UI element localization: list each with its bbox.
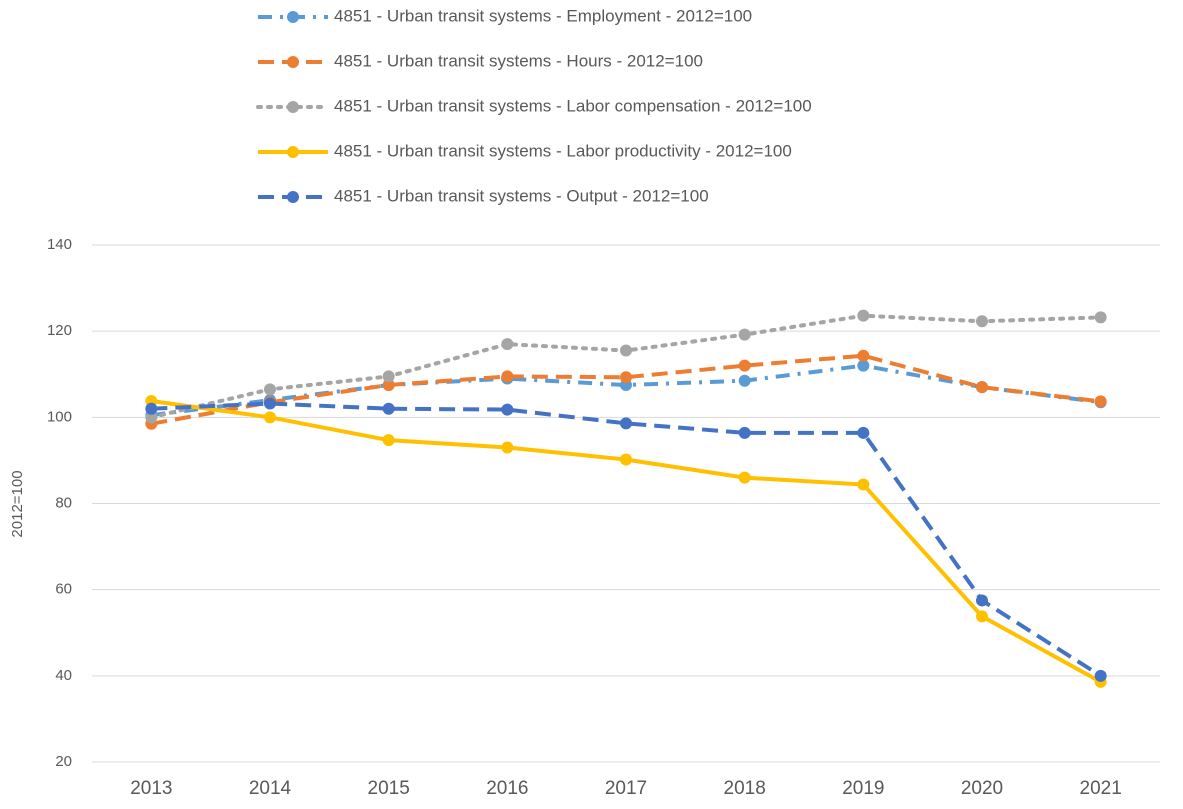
y-tick-label: 120	[47, 322, 72, 339]
x-tick-label: 2021	[1080, 778, 1122, 799]
legend-marker	[287, 11, 299, 23]
data-point	[264, 411, 276, 424]
y-tick-label: 100	[47, 408, 72, 425]
data-point	[501, 403, 514, 416]
data-point	[976, 315, 988, 328]
data-point	[857, 359, 870, 372]
data-point	[145, 411, 158, 424]
legend-label: 4851 - Urban transit systems - Labor pro…	[334, 141, 792, 160]
legend-marker	[287, 56, 299, 68]
data-point	[738, 471, 751, 484]
data-point	[738, 426, 751, 439]
data-point	[382, 402, 395, 415]
data-point	[857, 349, 870, 362]
y-tick-label: 80	[55, 494, 72, 511]
series-line	[151, 363, 1101, 418]
x-tick-label: 2014	[249, 778, 292, 799]
data-point	[264, 397, 276, 410]
data-point	[501, 370, 514, 383]
x-tick-label: 2015	[368, 778, 410, 799]
data-point	[1094, 669, 1107, 682]
data-point	[1094, 311, 1107, 324]
data-point	[738, 359, 751, 372]
legend-marker	[287, 101, 299, 113]
data-point	[501, 441, 514, 454]
series-line	[151, 398, 1102, 684]
data-point	[1094, 395, 1107, 408]
y-axis-label: 2012=100	[9, 470, 26, 537]
data-point	[382, 379, 395, 392]
x-tick-label: 2017	[605, 778, 647, 799]
data-point	[857, 309, 870, 322]
legend-label: 4851 - Urban transit systems - Hours - 2…	[334, 51, 703, 70]
y-tick-label: 40	[55, 667, 72, 684]
data-point	[264, 383, 276, 396]
x-tick-label: 2013	[130, 778, 172, 799]
legend-marker	[287, 146, 299, 158]
legend-label: 4851 - Urban transit systems - Employmen…	[334, 6, 752, 25]
data-point	[738, 328, 751, 341]
x-tick-label: 2020	[961, 778, 1003, 799]
legend-label: 4851 - Urban transit systems - Output - …	[334, 186, 709, 205]
x-tick-label: 2018	[724, 778, 766, 799]
data-point	[620, 453, 632, 466]
y-tick-label: 60	[55, 581, 72, 598]
data-point	[976, 381, 988, 394]
legend-marker	[287, 191, 299, 203]
legend-label: 4851 - Urban transit systems - Labor com…	[334, 96, 812, 115]
y-tick-label: 140	[47, 236, 72, 253]
data-point	[620, 344, 632, 357]
data-point	[145, 402, 158, 415]
series-line	[150, 353, 1101, 426]
data-point	[382, 434, 395, 447]
data-point	[382, 370, 395, 383]
x-tick-label: 2016	[486, 778, 528, 799]
data-point	[976, 610, 988, 623]
data-point	[857, 478, 870, 491]
x-tick-label: 2019	[842, 778, 884, 799]
y-tick-label: 20	[55, 753, 72, 770]
data-point	[620, 417, 632, 430]
data-point	[501, 338, 514, 351]
data-point	[976, 594, 988, 607]
data-point	[857, 426, 870, 439]
series-line	[151, 401, 1102, 678]
data-point	[620, 371, 632, 384]
data-point	[738, 374, 751, 387]
